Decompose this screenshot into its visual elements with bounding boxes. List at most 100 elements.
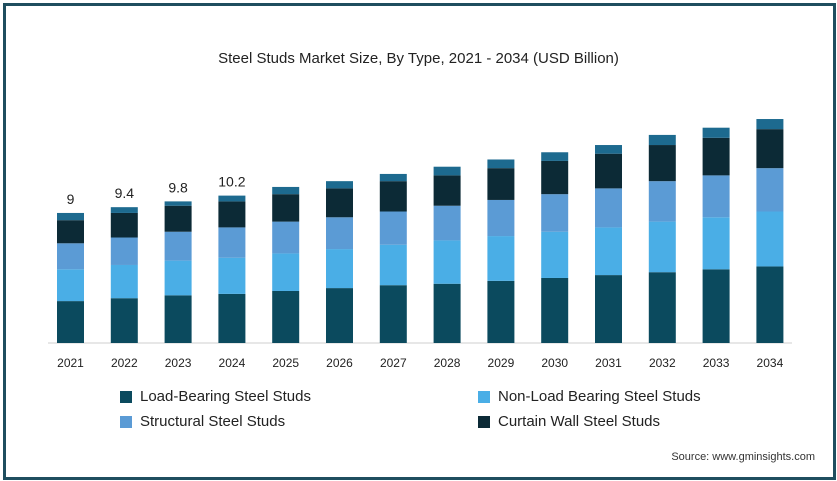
bar-non-load-bearing-steel-studs-2033: [702, 217, 730, 270]
bar-curtain-wall-steel-studs-2034: [756, 129, 784, 169]
bar-load-bearing-steel-studs-2031: [595, 275, 622, 343]
source-text: Source: www.gminsights.com: [671, 451, 815, 463]
bar-load-bearing-steel-studs-2030: [541, 277, 569, 343]
bar-load-bearing-steel-studs-2022: [110, 298, 138, 343]
bar-curtain-wall-steel-studs-2029: [487, 168, 515, 200]
chart-title: Steel Studs Market Size, By Type, 2021 -…: [218, 50, 619, 67]
bar-load-bearing-steel-studs-2032: [648, 272, 676, 343]
bar-load-bearing-steel-studs-2025: [272, 290, 300, 343]
x-tick-label-2032: 2032: [649, 356, 676, 370]
bar-non-load-bearing-steel-studs-2021: [57, 269, 84, 302]
bar-load-bearing-steel-studs-2033: [702, 269, 730, 343]
bar-non-load-bearing-steel-studs-2025: [272, 253, 300, 291]
x-tick-label-2030: 2030: [541, 356, 568, 370]
bar-extra-2022: [110, 207, 138, 213]
x-tick-label-2029: 2029: [488, 356, 515, 370]
bar-extra-2024: [218, 195, 246, 202]
bar-non-load-bearing-steel-studs-2022: [110, 264, 138, 299]
bar-non-load-bearing-steel-studs-2027: [379, 244, 407, 286]
bar-non-load-bearing-steel-studs-2024: [218, 257, 246, 294]
x-tick-label-2025: 2025: [272, 356, 299, 370]
x-tick-label-2028: 2028: [434, 356, 461, 370]
bar-curtain-wall-steel-studs-2027: [379, 181, 407, 212]
bar-structural-steel-studs-2031: [595, 188, 622, 228]
bar-structural-steel-studs-2029: [487, 199, 515, 237]
bar-non-load-bearing-steel-studs-2031: [595, 227, 622, 276]
bar-structural-steel-studs-2027: [379, 211, 407, 245]
legend-label-structural: Structural Steel Studs: [140, 413, 286, 430]
bar-extra-2033: [702, 127, 730, 138]
x-tick-label-2024: 2024: [219, 356, 246, 370]
bar-extra-2027: [379, 173, 407, 182]
legend-label-curtain-wall: Curtain Wall Steel Studs: [498, 413, 661, 430]
bar-curtain-wall-steel-studs-2033: [702, 137, 730, 176]
bar-structural-steel-studs-2028: [433, 205, 461, 241]
bar-extra-2026: [326, 181, 353, 189]
bar-non-load-bearing-steel-studs-2023: [164, 260, 192, 296]
bar-structural-steel-studs-2024: [218, 227, 246, 258]
bar-structural-steel-studs-2034: [756, 168, 784, 212]
bar-load-bearing-steel-studs-2029: [487, 280, 515, 343]
legend-item-load-bearing: Load-Bearing Steel Studs: [120, 388, 311, 405]
bar-extra-2032: [648, 134, 676, 146]
chart-frame: [3, 3, 836, 480]
legend-item-non-load-bearing: Non-Load Bearing Steel Studs: [478, 388, 701, 405]
bar-curtain-wall-steel-studs-2021: [57, 220, 84, 244]
bar-load-bearing-steel-studs-2027: [379, 285, 407, 343]
x-tick-label-2021: 2021: [57, 356, 84, 370]
bar-structural-steel-studs-2026: [326, 217, 353, 250]
legend-label-load-bearing: Load-Bearing Steel Studs: [140, 388, 311, 405]
legend-item-curtain-wall: Curtain Wall Steel Studs: [478, 413, 660, 430]
bar-curtain-wall-steel-studs-2032: [648, 145, 676, 182]
bar-curtain-wall-steel-studs-2022: [110, 212, 138, 238]
bar-curtain-wall-steel-studs-2030: [541, 160, 569, 195]
data-label-2023: 9.8: [168, 179, 188, 195]
data-label-2022: 9.4: [115, 185, 135, 201]
bar-non-load-bearing-steel-studs-2029: [487, 236, 515, 281]
bar-non-load-bearing-steel-studs-2026: [326, 249, 353, 289]
bar-load-bearing-steel-studs-2024: [218, 293, 246, 343]
bar-curtain-wall-steel-studs-2026: [326, 188, 353, 218]
data-label-2024: 10.2: [218, 174, 245, 190]
bar-load-bearing-steel-studs-2021: [57, 301, 84, 343]
bar-extra-2029: [487, 159, 515, 169]
bar-extra-2023: [164, 201, 192, 206]
bar-curtain-wall-steel-studs-2031: [595, 153, 622, 189]
legend-swatch-curtain-wall: [478, 415, 490, 428]
bar-structural-steel-studs-2030: [541, 194, 569, 232]
legend-swatch-load-bearing: [120, 390, 132, 403]
bar-extra-2034: [756, 119, 784, 130]
x-tick-label-2022: 2022: [111, 356, 138, 370]
bar-structural-steel-studs-2023: [164, 231, 192, 261]
bar-curtain-wall-steel-studs-2023: [164, 205, 192, 232]
legend-item-structural: Structural Steel Studs: [120, 413, 285, 430]
bar-extra-2021: [57, 212, 84, 221]
bar-non-load-bearing-steel-studs-2032: [648, 221, 676, 273]
bar-extra-2031: [595, 145, 622, 154]
x-tick-label-2027: 2027: [380, 356, 407, 370]
bar-structural-steel-studs-2025: [272, 221, 300, 254]
data-label-2021: 9: [67, 191, 75, 207]
bar-non-load-bearing-steel-studs-2030: [541, 231, 569, 278]
bar-load-bearing-steel-studs-2023: [164, 295, 192, 343]
bar-structural-steel-studs-2021: [57, 243, 84, 270]
x-tick-label-2023: 2023: [165, 356, 192, 370]
bar-structural-steel-studs-2032: [648, 181, 676, 222]
bar-extra-2025: [272, 186, 300, 195]
bar-structural-steel-studs-2033: [702, 175, 730, 218]
bar-curtain-wall-steel-studs-2025: [272, 194, 300, 222]
bar-structural-steel-studs-2022: [110, 237, 138, 265]
bar-non-load-bearing-steel-studs-2028: [433, 240, 461, 284]
bar-extra-2028: [433, 166, 461, 176]
x-tick-label-2033: 2033: [703, 356, 730, 370]
x-tick-label-2031: 2031: [595, 356, 622, 370]
legend-swatch-non-load-bearing: [478, 390, 490, 403]
x-tick-label-2026: 2026: [326, 356, 353, 370]
bar-curtain-wall-steel-studs-2024: [218, 201, 246, 228]
bar-load-bearing-steel-studs-2026: [326, 288, 353, 343]
x-tick-label-2034: 2034: [757, 356, 784, 370]
bar-curtain-wall-steel-studs-2028: [433, 175, 461, 206]
legend-swatch-structural: [120, 415, 132, 428]
bar-load-bearing-steel-studs-2034: [756, 266, 784, 343]
